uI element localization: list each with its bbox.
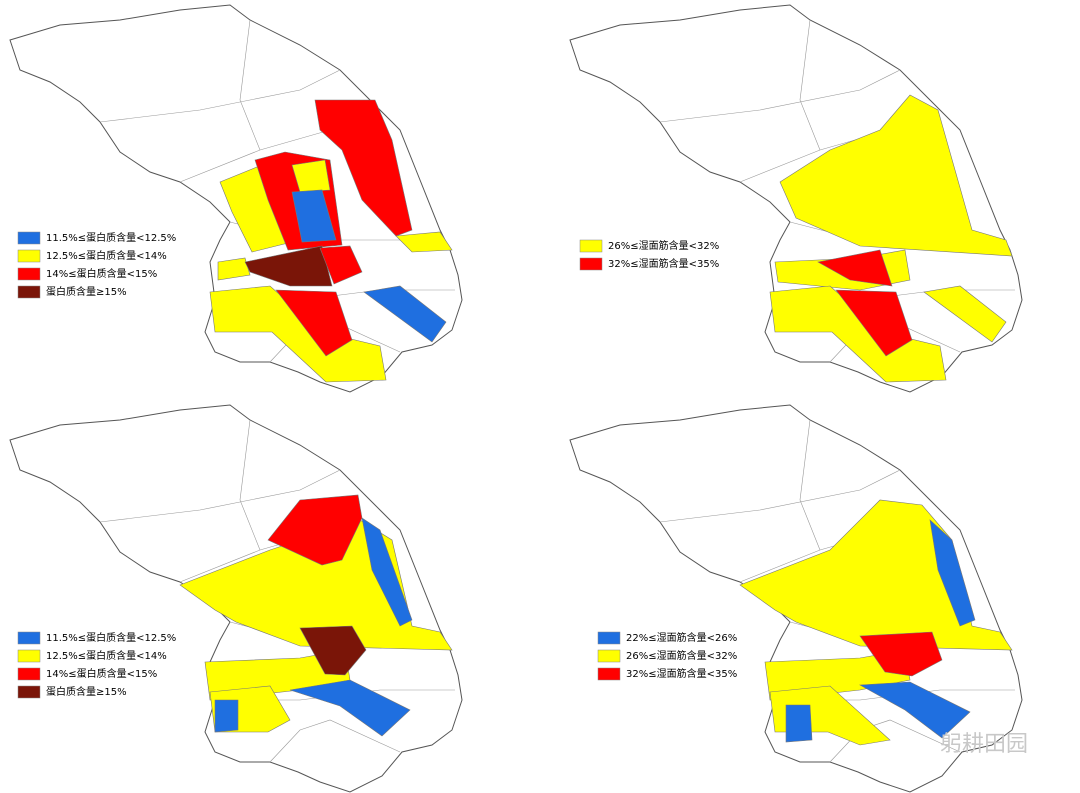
region-patch <box>779 94 1013 257</box>
region-patch <box>361 517 413 627</box>
legend-label: 14%≤蛋白质含量<15% <box>46 667 157 680</box>
region-patch <box>275 289 353 357</box>
region-patch <box>858 681 971 739</box>
legend-swatch <box>17 667 41 681</box>
legend-label: 11.5%≤蛋白质含量<12.5% <box>46 631 176 644</box>
region-patch <box>291 189 337 243</box>
region-patch <box>299 625 367 676</box>
map-panel: 11.5%≤蛋白质含量<12.5% 12.5%≤蛋白质含量<14% 14%≤蛋白质含… <box>9 4 463 393</box>
legend-swatch <box>597 649 621 663</box>
legend-swatch <box>17 249 41 263</box>
legend-swatch <box>597 631 621 645</box>
legend-label: 12.5%≤蛋白质含量<14% <box>46 249 167 262</box>
legend-label: 26%≤湿面筋含量<32% <box>608 239 719 252</box>
map-panel: 11.5%≤蛋白质含量<12.5% 12.5%≤蛋白质含量<14% 14%≤蛋白质含… <box>9 404 463 793</box>
region-patch <box>785 704 813 743</box>
legend-label: 32%≤湿面筋含量<35% <box>626 667 737 680</box>
region-patch <box>363 285 447 343</box>
region-patch <box>291 159 331 193</box>
legend-label: 蛋白质含量≥15% <box>46 285 127 298</box>
region-patch <box>835 289 913 357</box>
legend-swatch <box>17 685 41 699</box>
legend-swatch <box>17 231 41 245</box>
region-patch <box>244 245 333 287</box>
region-patch <box>319 245 363 285</box>
legend-label: 蛋白质含量≥15% <box>46 685 127 698</box>
legend-swatch <box>597 667 621 681</box>
watermark: 躬耕田园 <box>940 732 1028 757</box>
legend-swatch <box>17 267 41 281</box>
legend-swatch <box>17 285 41 299</box>
region-patch <box>395 231 453 253</box>
region-patch <box>817 249 893 287</box>
region-patch <box>217 257 251 281</box>
region-patch <box>214 699 239 733</box>
legend-swatch <box>17 631 41 645</box>
region-patch <box>859 631 943 677</box>
region-patch <box>923 285 1007 343</box>
legend-swatch <box>579 257 603 271</box>
legend-swatch <box>17 649 41 663</box>
legend-label: 26%≤湿面筋含量<32% <box>626 649 737 662</box>
map-panel: 22%≤湿面筋含量<26% 26%≤湿面筋含量<32% 32%≤湿面筋含量<35% <box>569 404 1023 793</box>
region-patch <box>289 679 411 737</box>
legend-label: 12.5%≤蛋白质含量<14% <box>46 649 167 662</box>
map-panel: 26%≤湿面筋含量<32% 32%≤湿面筋含量<35% <box>569 4 1023 393</box>
region-patch <box>929 519 976 627</box>
region-patch <box>764 649 911 701</box>
legend-label: 14%≤蛋白质含量<15% <box>46 267 157 280</box>
legend-swatch <box>579 239 603 253</box>
legend-label: 32%≤湿面筋含量<35% <box>608 257 719 270</box>
legend-label: 22%≤湿面筋含量<26% <box>626 631 737 644</box>
legend-label: 11.5%≤蛋白质含量<12.5% <box>46 231 176 244</box>
